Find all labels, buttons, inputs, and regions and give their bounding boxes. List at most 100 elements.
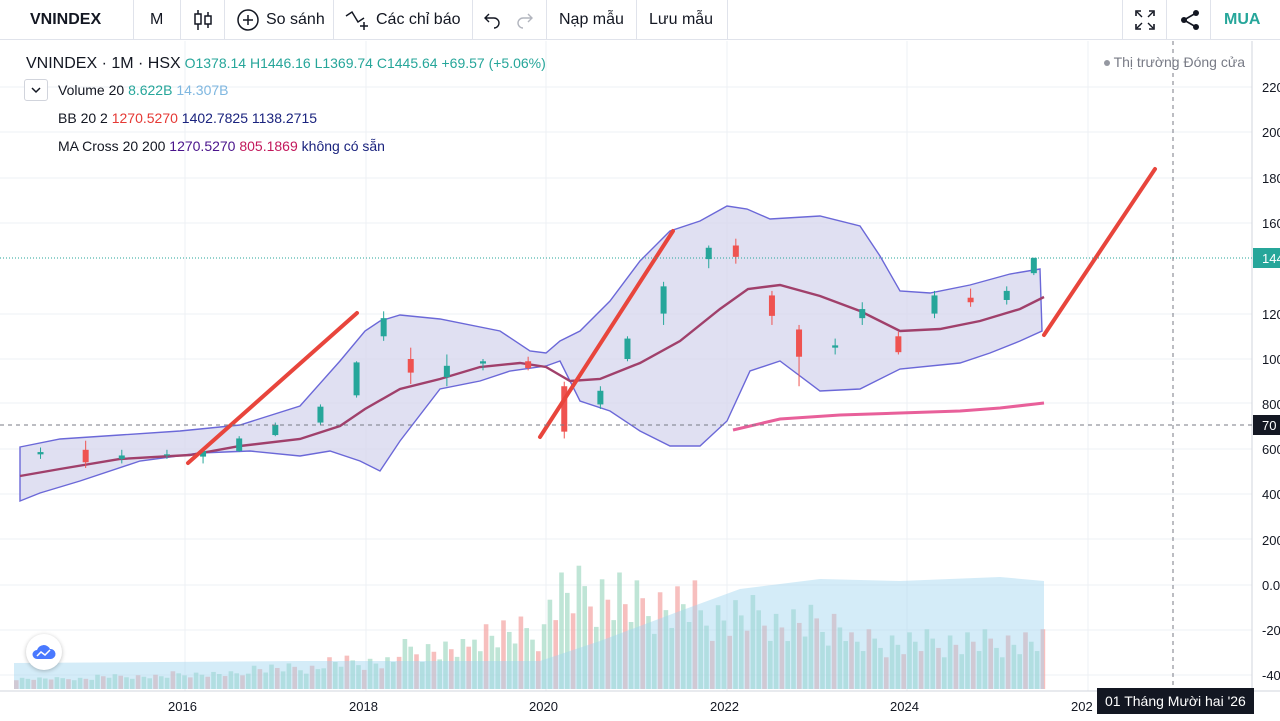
volume-bar: [971, 641, 976, 689]
volume-bar: [675, 586, 680, 689]
candle: [163, 449, 170, 459]
volume-bar: [379, 668, 384, 689]
volume-bar: [611, 620, 616, 689]
volume-bar: [292, 666, 297, 689]
volume-bar: [652, 633, 657, 689]
price-chart[interactable]: 220 200 180 160 120 100 800 600 400 200 …: [0, 41, 1280, 721]
candle-style-button[interactable]: [192, 0, 214, 40]
volume-bar: [901, 654, 906, 689]
volume-bar: [385, 657, 390, 689]
volume-bar: [965, 632, 970, 689]
ohlc-open: O1378.14: [184, 55, 247, 71]
volume-bar: [222, 676, 228, 689]
volume-bar: [744, 630, 750, 689]
volume-bar: [286, 663, 292, 689]
volume-bar: [402, 639, 408, 689]
trend-line-2025: [1042, 167, 1157, 337]
tradingview-logo-button[interactable]: [26, 634, 62, 670]
volume-bar: [425, 644, 431, 689]
volume-label: 200: [1262, 533, 1280, 548]
candle: [317, 404, 324, 425]
chevron-down-icon: [31, 87, 41, 94]
candle-body: [624, 338, 631, 359]
volume-bar: [362, 669, 367, 689]
volume-bar: [483, 624, 489, 689]
volume-bar: [657, 592, 663, 689]
volume-bar: [420, 661, 425, 689]
volume-legend[interactable]: Volume 20 8.622B 14.307B: [58, 79, 229, 101]
compare-button[interactable]: So sánh: [236, 0, 325, 40]
volume-bar: [559, 572, 564, 689]
collapse-legend-button[interactable]: [24, 79, 48, 101]
volume-bar: [234, 673, 239, 689]
candle: [967, 288, 974, 307]
candle-body: [561, 386, 568, 432]
volume-bar: [298, 670, 303, 689]
volume-bar: [704, 625, 709, 689]
volume-bar: [54, 677, 60, 689]
volume-bar: [930, 638, 935, 689]
candle-body: [832, 345, 839, 348]
volume-bar: [599, 579, 605, 689]
price-change: +69.57 (+5.06%): [441, 55, 546, 71]
volume-bar: [460, 639, 466, 689]
volume-bar: [141, 676, 147, 689]
main-series-legend[interactable]: VNINDEX · 1M · HSX O1378.14 H1446.16 L13…: [26, 52, 546, 74]
share-button[interactable]: [1179, 0, 1201, 40]
fullscreen-button[interactable]: [1134, 0, 1156, 40]
candle: [796, 324, 803, 387]
volume-bar: [309, 665, 315, 689]
candlesticks: [37, 238, 1037, 468]
load-template-button[interactable]: Nạp mẫu: [559, 11, 624, 28]
indicators-button[interactable]: Các chỉ báo: [344, 0, 461, 40]
volume-bar: [159, 676, 164, 689]
volume-bar: [918, 651, 924, 689]
symbol-search[interactable]: VNINDEX: [30, 11, 102, 28]
volume-bar: [820, 632, 825, 689]
volume-bar: [907, 632, 912, 689]
candle-body: [200, 450, 207, 457]
candle: [118, 449, 125, 464]
save-template-button[interactable]: Lưu mẫu: [649, 11, 714, 28]
redo-button[interactable]: [516, 0, 534, 40]
buy-button[interactable]: MUA: [1224, 11, 1261, 28]
volume-bar: [269, 664, 274, 689]
volume-bar: [367, 658, 373, 689]
time-axis[interactable]: 2016 2018 2020 2022 2024 202: [168, 699, 1093, 714]
volume-bar: [275, 667, 280, 689]
candle: [380, 311, 387, 341]
trend-lines: [186, 167, 1157, 465]
volume-bar: [994, 647, 999, 689]
candle-body: [317, 406, 324, 423]
volume-bar: [101, 676, 106, 689]
time-label: 2016: [168, 699, 197, 714]
ma-cross-legend[interactable]: MA Cross 20 200 1270.5270 805.1869 không…: [58, 135, 385, 157]
volume-bar: [570, 613, 576, 689]
interval-button[interactable]: M: [150, 11, 164, 28]
undo-button[interactable]: [483, 0, 501, 40]
volume-bar: [884, 657, 889, 689]
price-axis[interactable]: 220 200 180 160 120 100 800 600 400 200 …: [1253, 80, 1280, 683]
bb-legend[interactable]: BB 20 2 1270.5270 1402.7825 1138.2715: [58, 107, 317, 129]
time-label: 202: [1071, 699, 1093, 714]
volume-bar: [124, 677, 129, 689]
trend-line-2016: [186, 311, 359, 465]
volume-bar: [66, 679, 71, 689]
ma-cross-indicator-name: MA Cross 20 200: [58, 138, 166, 154]
candle-body: [82, 449, 89, 463]
volume-bar: [495, 647, 500, 689]
volume-bar: [988, 638, 993, 689]
volume-bar: [89, 679, 94, 689]
volume-bar: [344, 655, 350, 689]
ohlc-low: L1369.74: [314, 55, 373, 71]
candle-body: [163, 454, 170, 456]
volume-bar: [1034, 651, 1040, 689]
ohlc-close: C1445.64: [376, 55, 438, 71]
candle-body: [380, 318, 387, 337]
volume-bar: [843, 641, 848, 689]
ma20-line: [19, 283, 1045, 478]
volume-bar: [501, 620, 506, 689]
volume-bar: [634, 580, 640, 689]
volume-bar: [112, 674, 118, 689]
price-label: 180: [1262, 171, 1280, 186]
